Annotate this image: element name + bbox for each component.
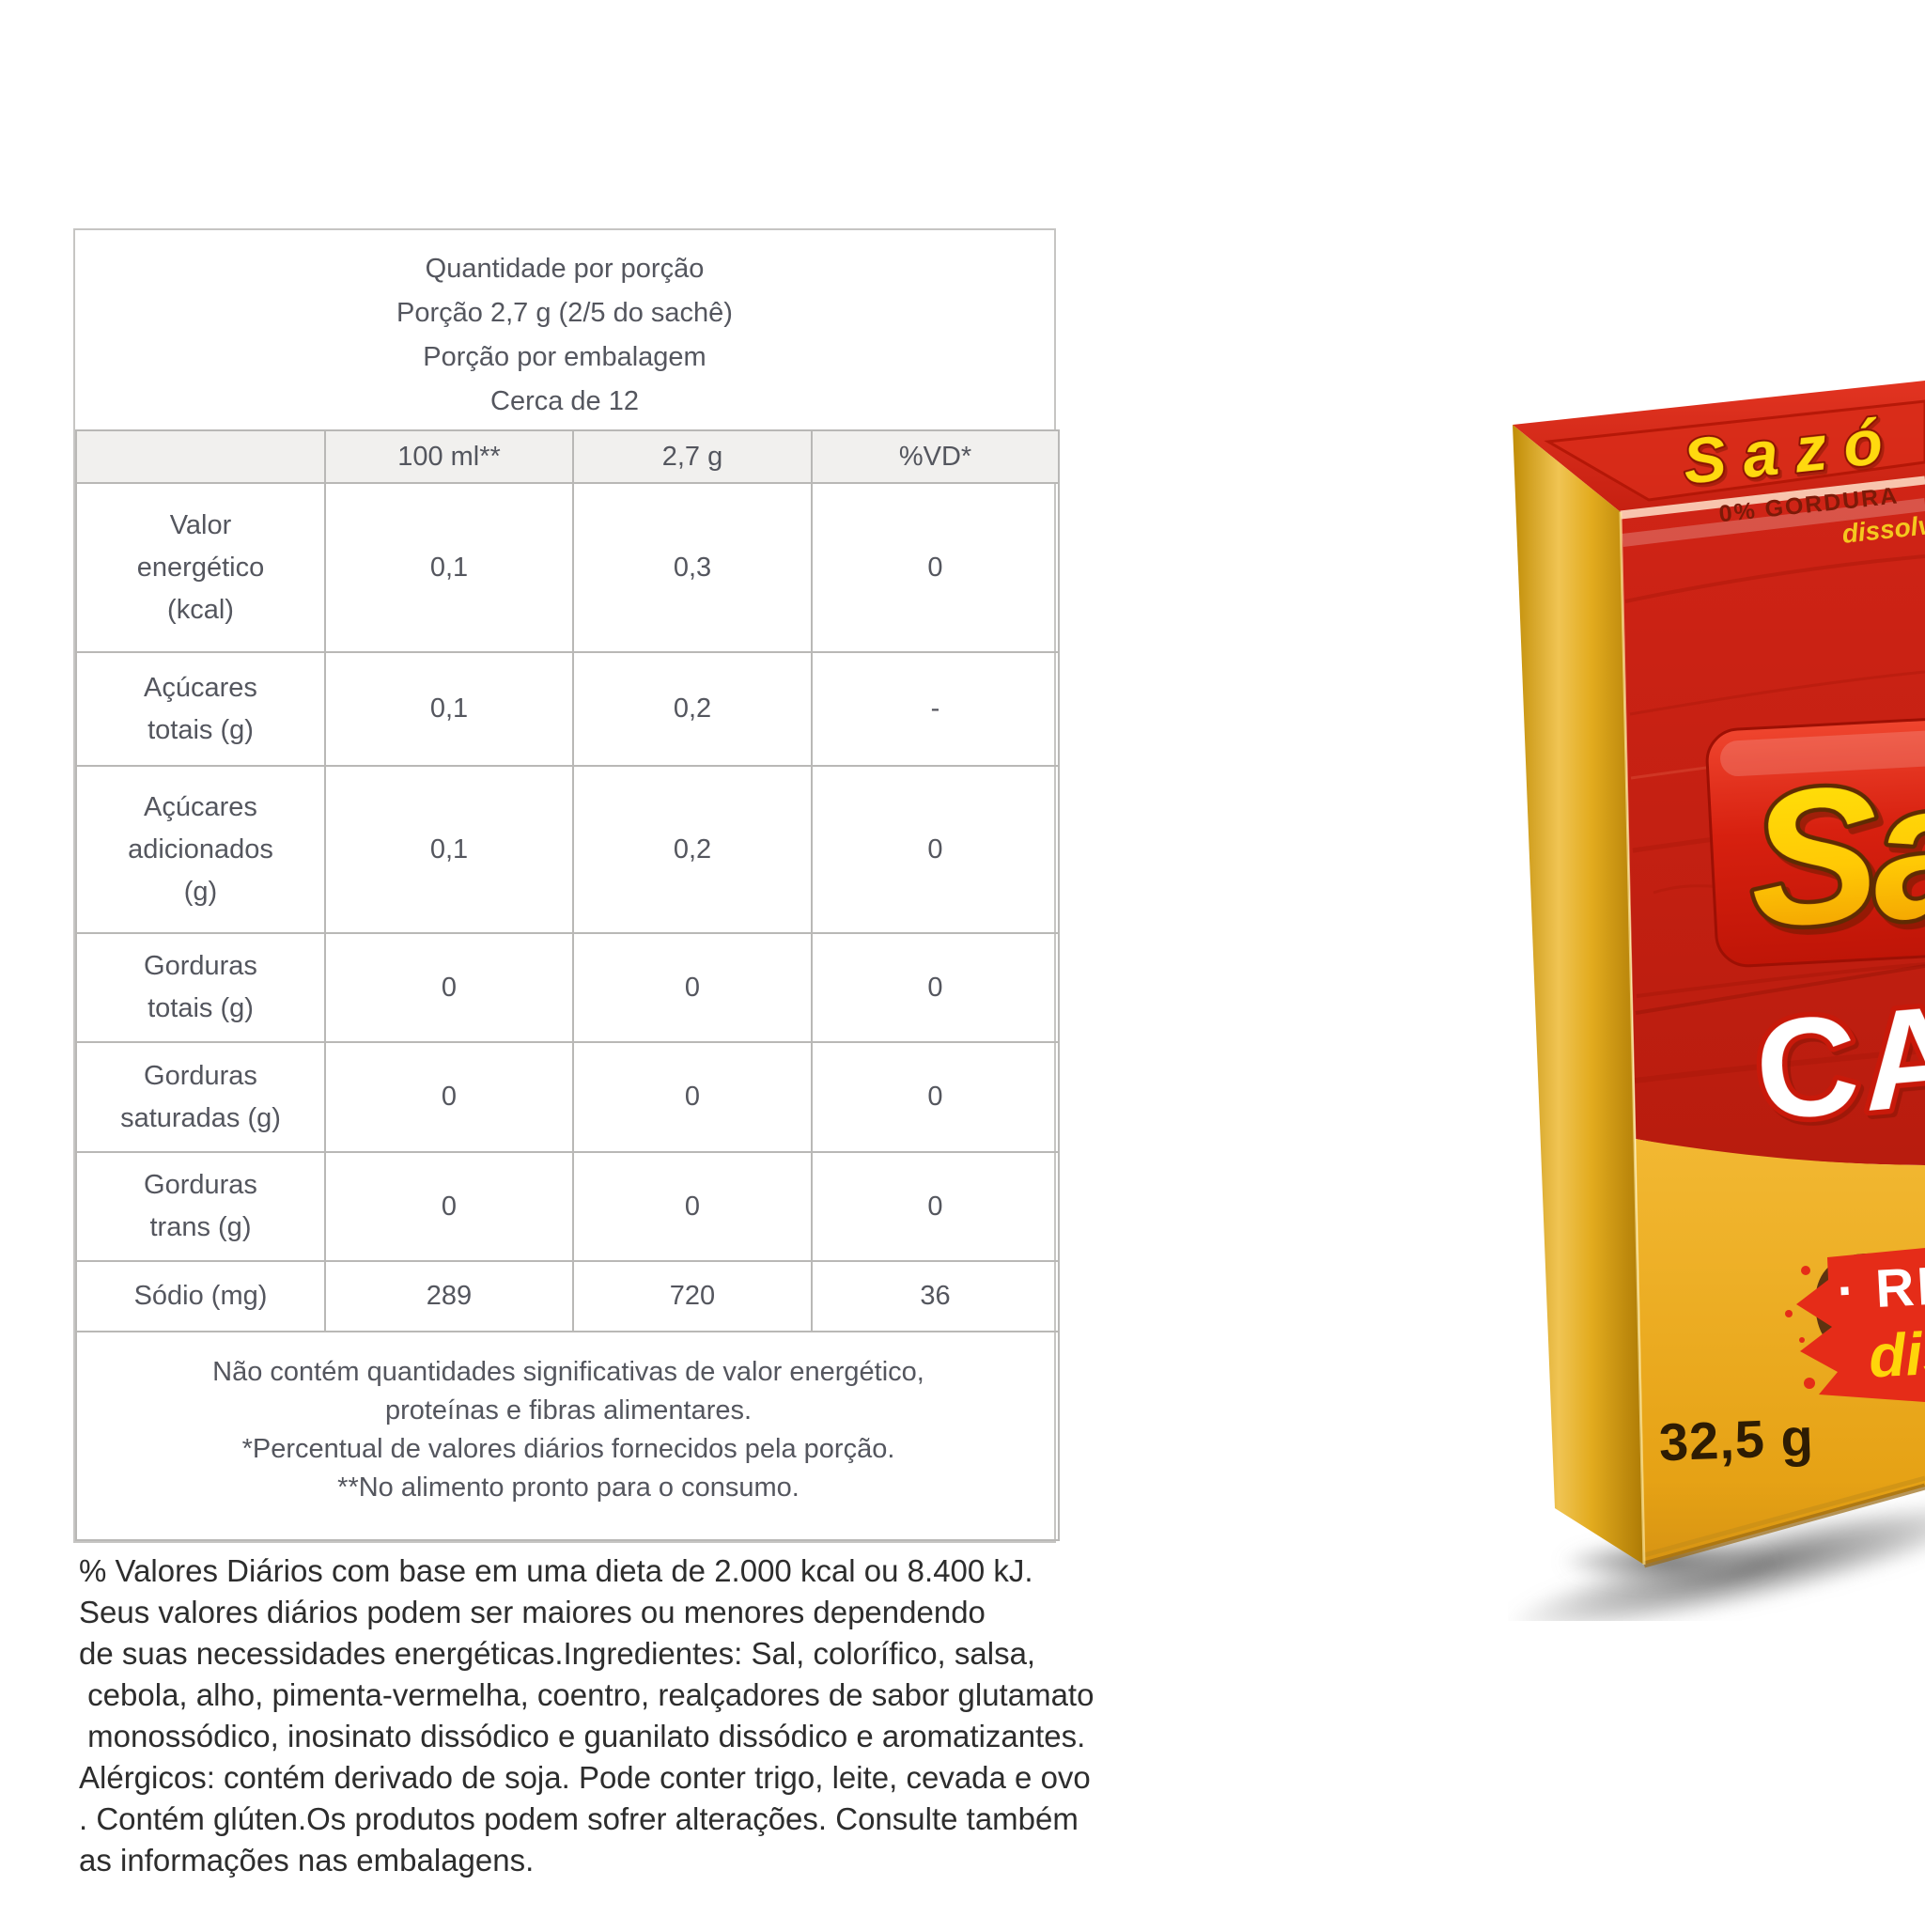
badge-speckle <box>1799 1337 1805 1343</box>
table-notes-row: Não contém quantidades significativas de… <box>75 1331 1060 1541</box>
cell-value: - <box>811 651 1060 767</box>
cell-value: 0 <box>324 1041 574 1153</box>
col-portion: 2,7 g <box>572 429 813 484</box>
table-row: Valor energético (kcal) 0,1 0,3 0 <box>75 482 1060 653</box>
cell-value: 0,1 <box>324 651 574 767</box>
claim-badge-bg <box>1796 1248 1925 1402</box>
cell-value: 0 <box>811 765 1060 934</box>
box-side-face <box>1513 425 1644 1565</box>
col-vd: %VD* <box>811 429 1060 484</box>
front-crease <box>1635 964 1925 1015</box>
box-shadow-dark <box>1560 1539 1776 1584</box>
cell-value: 0 <box>572 1151 813 1262</box>
cell-value: 0 <box>811 1151 1060 1262</box>
weight-text: 32,5 g <box>1658 1408 1815 1472</box>
table-row: Sódio (mg) 289 720 36 <box>75 1260 1060 1332</box>
row-label: Gorduras totais (g) <box>75 932 326 1043</box>
cell-value: 289 <box>324 1260 574 1332</box>
box-front-yellow <box>1636 1139 1925 1565</box>
badge-speckle <box>1785 1310 1793 1317</box>
claim-badge: · RE dis <box>1785 1248 1925 1402</box>
cell-value: 36 <box>811 1260 1060 1332</box>
row-label: Sódio (mg) <box>75 1260 326 1332</box>
row-label: Açúcares totais (g) <box>75 651 326 767</box>
cell-value: 0 <box>811 932 1060 1043</box>
nutrition-table-header: Quantidade por porção Porção 2,7 g (2/5 … <box>75 230 1054 429</box>
badge-claim-text: · RE <box>1836 1255 1925 1322</box>
col-100ml: 100 ml** <box>324 429 574 484</box>
cell-value: 720 <box>572 1260 813 1332</box>
ingredients-paragraph: % Valores Diários com base em uma dieta … <box>79 1553 1094 1877</box>
table-footnotes: Não contém quantidades significativas de… <box>75 1331 1060 1541</box>
cell-value: 0,1 <box>324 765 574 934</box>
header-servings-count: Cerca de 12 <box>490 386 639 416</box>
row-label: Gorduras trans (g) <box>75 1151 326 1262</box>
top-edge-highlight <box>1620 475 1925 520</box>
badge-speckle <box>1804 1378 1815 1389</box>
row-label: Valor energético (kcal) <box>75 482 326 653</box>
cell-value: 0,2 <box>572 651 813 767</box>
nutrition-values-table: 100 ml** 2,7 g %VD* Valor energético (kc… <box>75 429 1060 1541</box>
bottom-edge <box>1643 1483 1925 1568</box>
brand-panel: Sa <box>1705 710 1925 972</box>
table-row: Açúcares adicionados (g) 0,1 0,2 0 <box>75 765 1060 934</box>
brand-panel-bg <box>1705 710 1925 968</box>
empty-header-cell <box>75 429 326 484</box>
fold-band <box>1622 498 1925 547</box>
cell-value: 0 <box>572 932 813 1043</box>
product-box: Sa CA GA · RE dis 32,5 g Sazó 0 <box>1508 381 1925 1621</box>
cell-value: 0 <box>324 1151 574 1262</box>
table-row: Açúcares totais (g) 0,1 0,2 - <box>75 651 1060 767</box>
row-label: Açúcares adicionados (g) <box>75 765 326 934</box>
bottom-inner-shade <box>1643 1475 1925 1558</box>
table-row: Gorduras trans (g) 0 0 0 <box>75 1151 1060 1262</box>
cell-value: 0 <box>811 482 1060 653</box>
header-quantity-per-serving: Quantidade por porção <box>425 254 705 284</box>
header-servings-per-package: Porção por embalagem <box>423 342 706 372</box>
nutrition-table: Quantidade por porção Porção 2,7 g (2/5 … <box>73 228 1060 1543</box>
cell-value: 0,1 <box>324 482 574 653</box>
column-header-row: 100 ml** 2,7 g %VD* <box>75 429 1060 484</box>
table-row: Gorduras totais (g) 0 0 0 <box>75 932 1060 1043</box>
box-lid-panel <box>1544 399 1925 502</box>
variety-line-text: CA <box>1749 974 1925 1150</box>
badge-sub-text: dis <box>1867 1318 1925 1391</box>
brand-panel-gloss <box>1720 723 1925 777</box>
front-brand-text: Sa <box>1745 740 1925 967</box>
cell-value: 0,3 <box>572 482 813 653</box>
cell-value: 0 <box>811 1041 1060 1153</box>
row-label: Gorduras saturadas (g) <box>75 1041 326 1153</box>
header-serving-size: Porção 2,7 g (2/5 do sachê) <box>396 298 733 328</box>
badge-speckle <box>1801 1266 1810 1275</box>
cell-value: 0 <box>572 1041 813 1153</box>
cell-value: 0,2 <box>572 765 813 934</box>
table-row: Gorduras saturadas (g) 0 0 0 <box>75 1041 1060 1153</box>
left-edge-highlight <box>1619 511 1646 1566</box>
cell-value: 0 <box>324 932 574 1043</box>
